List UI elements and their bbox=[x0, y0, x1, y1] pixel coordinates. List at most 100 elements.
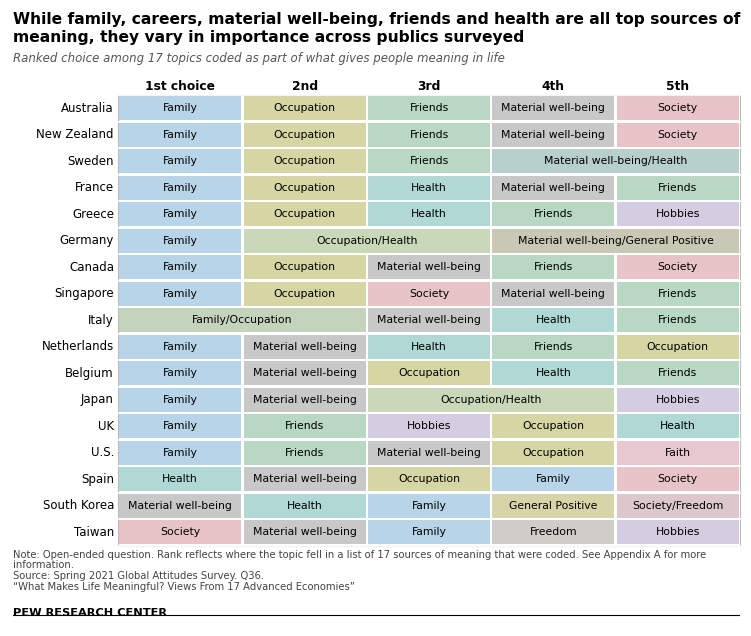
Text: Society: Society bbox=[409, 289, 449, 299]
FancyBboxPatch shape bbox=[617, 202, 739, 226]
Text: Material well-being: Material well-being bbox=[502, 103, 605, 113]
Text: Friends: Friends bbox=[534, 209, 573, 219]
Text: Society: Society bbox=[658, 103, 698, 113]
Text: Singapore: Singapore bbox=[54, 287, 114, 300]
Text: Friends: Friends bbox=[658, 289, 698, 299]
FancyBboxPatch shape bbox=[617, 282, 739, 306]
Text: While family, careers, material well-being, friends and health are all top sourc: While family, careers, material well-bei… bbox=[13, 12, 740, 27]
FancyBboxPatch shape bbox=[368, 123, 490, 147]
FancyBboxPatch shape bbox=[119, 494, 241, 518]
FancyBboxPatch shape bbox=[617, 123, 739, 147]
Text: Occupation: Occupation bbox=[523, 421, 584, 431]
Text: Sweden: Sweden bbox=[68, 155, 114, 168]
Text: Material well-being: Material well-being bbox=[252, 395, 357, 404]
Text: Family: Family bbox=[163, 236, 198, 245]
FancyBboxPatch shape bbox=[119, 520, 241, 544]
Text: Occupation: Occupation bbox=[398, 368, 460, 378]
FancyBboxPatch shape bbox=[119, 202, 241, 226]
Text: Material well-being: Material well-being bbox=[128, 501, 232, 511]
Text: Occupation: Occupation bbox=[273, 289, 336, 299]
Text: Material well-being: Material well-being bbox=[252, 474, 357, 484]
Text: Occupation: Occupation bbox=[273, 130, 336, 140]
Text: Society: Society bbox=[658, 130, 698, 140]
Text: Material well-being: Material well-being bbox=[377, 315, 481, 325]
Text: Family: Family bbox=[163, 421, 198, 431]
Text: Family: Family bbox=[536, 474, 571, 484]
FancyBboxPatch shape bbox=[119, 388, 241, 411]
FancyBboxPatch shape bbox=[493, 229, 739, 252]
Text: Occupation: Occupation bbox=[398, 474, 460, 484]
Text: Occupation/Health: Occupation/Health bbox=[316, 236, 418, 245]
FancyBboxPatch shape bbox=[119, 96, 241, 120]
Text: Italy: Italy bbox=[89, 314, 114, 327]
Text: meaning, they vary in importance across publics surveyed: meaning, they vary in importance across … bbox=[13, 30, 524, 45]
FancyBboxPatch shape bbox=[617, 441, 739, 465]
Text: 1st choice: 1st choice bbox=[145, 80, 216, 93]
Text: Freedom: Freedom bbox=[529, 527, 578, 537]
Text: information.: information. bbox=[13, 560, 74, 570]
Text: Japan: Japan bbox=[81, 393, 114, 406]
Text: Occupation: Occupation bbox=[273, 183, 336, 193]
Text: General Positive: General Positive bbox=[509, 501, 598, 511]
FancyBboxPatch shape bbox=[243, 123, 366, 147]
FancyBboxPatch shape bbox=[617, 361, 739, 385]
FancyBboxPatch shape bbox=[493, 361, 614, 385]
FancyBboxPatch shape bbox=[493, 441, 614, 465]
FancyBboxPatch shape bbox=[368, 202, 490, 226]
Text: Friends: Friends bbox=[409, 103, 448, 113]
FancyBboxPatch shape bbox=[493, 123, 614, 147]
FancyBboxPatch shape bbox=[119, 229, 241, 252]
FancyBboxPatch shape bbox=[368, 361, 490, 385]
FancyBboxPatch shape bbox=[617, 255, 739, 279]
FancyBboxPatch shape bbox=[368, 308, 490, 332]
Text: Friends: Friends bbox=[285, 421, 324, 431]
Text: Ranked choice among 17 topics coded as part of what gives people meaning in life: Ranked choice among 17 topics coded as p… bbox=[13, 52, 505, 65]
Text: Health: Health bbox=[411, 342, 447, 352]
FancyBboxPatch shape bbox=[243, 202, 366, 226]
FancyBboxPatch shape bbox=[243, 414, 366, 438]
Text: Germany: Germany bbox=[59, 234, 114, 247]
Text: Occupation: Occupation bbox=[273, 262, 336, 272]
Text: Family: Family bbox=[412, 501, 446, 511]
Text: Greece: Greece bbox=[72, 208, 114, 221]
Text: Note: Open-ended question. Rank reflects where the topic fell in a list of 17 so: Note: Open-ended question. Rank reflects… bbox=[13, 550, 706, 560]
Text: Taiwan: Taiwan bbox=[74, 526, 114, 539]
FancyBboxPatch shape bbox=[493, 282, 614, 306]
FancyBboxPatch shape bbox=[617, 414, 739, 438]
FancyBboxPatch shape bbox=[243, 467, 366, 491]
Text: UK: UK bbox=[98, 420, 114, 432]
FancyBboxPatch shape bbox=[368, 96, 490, 120]
FancyBboxPatch shape bbox=[119, 361, 241, 385]
Text: PEW RESEARCH CENTER: PEW RESEARCH CENTER bbox=[13, 608, 167, 618]
FancyBboxPatch shape bbox=[617, 176, 739, 200]
Text: Friends: Friends bbox=[658, 315, 698, 325]
FancyBboxPatch shape bbox=[243, 441, 366, 465]
Text: 3rd: 3rd bbox=[418, 80, 441, 93]
FancyBboxPatch shape bbox=[368, 494, 490, 518]
FancyBboxPatch shape bbox=[368, 414, 490, 438]
FancyBboxPatch shape bbox=[493, 176, 614, 200]
Text: U.S.: U.S. bbox=[91, 446, 114, 459]
Text: Faith: Faith bbox=[665, 448, 691, 458]
Text: France: France bbox=[75, 181, 114, 194]
Text: Health: Health bbox=[535, 315, 572, 325]
FancyBboxPatch shape bbox=[493, 494, 614, 518]
Bar bbox=[118, 95, 740, 546]
FancyBboxPatch shape bbox=[119, 308, 366, 332]
FancyBboxPatch shape bbox=[493, 202, 614, 226]
Text: Material well-being: Material well-being bbox=[502, 289, 605, 299]
Text: Hobbies: Hobbies bbox=[656, 395, 700, 404]
Text: New Zealand: New Zealand bbox=[37, 128, 114, 141]
FancyBboxPatch shape bbox=[119, 176, 241, 200]
FancyBboxPatch shape bbox=[368, 335, 490, 359]
FancyBboxPatch shape bbox=[243, 282, 366, 306]
Text: Friends: Friends bbox=[285, 448, 324, 458]
FancyBboxPatch shape bbox=[493, 255, 614, 279]
Text: Family: Family bbox=[163, 209, 198, 219]
Text: Health: Health bbox=[535, 368, 572, 378]
Text: 4th: 4th bbox=[542, 80, 565, 93]
FancyBboxPatch shape bbox=[368, 149, 490, 173]
Text: Australia: Australia bbox=[62, 102, 114, 114]
FancyBboxPatch shape bbox=[243, 176, 366, 200]
Text: 5th: 5th bbox=[666, 80, 689, 93]
